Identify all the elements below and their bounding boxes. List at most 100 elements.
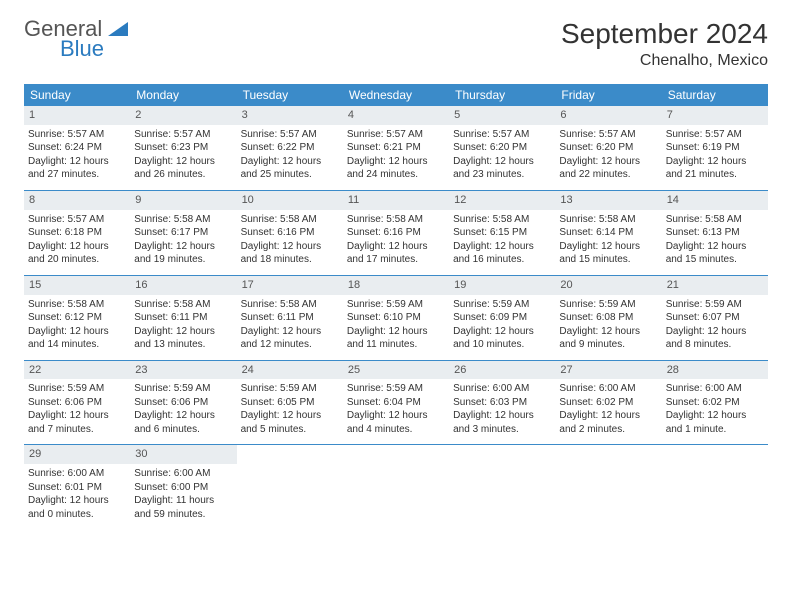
- daylight-line: Daylight: 12 hours and 11 minutes.: [347, 325, 445, 352]
- weekday-header: Tuesday: [237, 84, 343, 106]
- sunrise-line: Sunrise: 5:57 AM: [28, 213, 126, 227]
- day-number: 3: [237, 106, 343, 125]
- day-number: 25: [343, 361, 449, 380]
- weekday-header: Thursday: [449, 84, 555, 106]
- weekday-header: Friday: [555, 84, 661, 106]
- triangle-icon: [108, 20, 132, 43]
- day-number: 29: [24, 445, 130, 464]
- day-cell: 18 Sunrise: 5:59 AMSunset: 6:10 PMDayligh…: [343, 275, 449, 360]
- daylight-line: Daylight: 12 hours and 16 minutes.: [453, 240, 551, 267]
- sunset-line: Sunset: 6:14 PM: [559, 226, 657, 240]
- day-cell: [555, 445, 661, 529]
- sunrise-line: Sunrise: 5:58 AM: [241, 298, 339, 312]
- day-cell: [343, 445, 449, 529]
- calendar-body: 1Sunrise: 5:57 AMSunset: 6:24 PMDaylight…: [24, 106, 768, 529]
- day-cell: [449, 445, 555, 529]
- daylight-line: Daylight: 12 hours and 8 minutes.: [666, 325, 764, 352]
- day-number: 18: [343, 276, 449, 295]
- day-cell: 13Sunrise: 5:58 AMSunset: 6:14 PMDayligh…: [555, 190, 661, 275]
- sunrise-line: Sunrise: 5:58 AM: [28, 298, 126, 312]
- day-cell: 3Sunrise: 5:57 AMSunset: 6:22 PMDaylight…: [237, 106, 343, 190]
- day-cell: 28Sunrise: 6:00 AMSunset: 6:02 PMDayligh…: [662, 360, 768, 445]
- day-cell: 4Sunrise: 5:57 AMSunset: 6:21 PMDaylight…: [343, 106, 449, 190]
- sunset-line: Sunset: 6:02 PM: [666, 396, 764, 410]
- daylight-line: Daylight: 12 hours and 18 minutes.: [241, 240, 339, 267]
- sunrise-line: Sunrise: 5:58 AM: [134, 298, 232, 312]
- day-number: 13: [555, 191, 661, 210]
- day-cell: 15 Sunrise: 5:58 AMSunset: 6:12 PMDayligh…: [24, 275, 130, 360]
- location: Chenalho, Mexico: [561, 52, 768, 70]
- sunset-line: Sunset: 6:13 PM: [666, 226, 764, 240]
- daylight-line: Daylight: 12 hours and 10 minutes.: [453, 325, 551, 352]
- day-number: 16: [130, 276, 236, 295]
- weekday-header-row: SundayMondayTuesdayWednesdayThursdayFrid…: [24, 84, 768, 106]
- sunrise-line: Sunrise: 6:00 AM: [453, 382, 551, 396]
- sunset-line: Sunset: 6:01 PM: [28, 481, 126, 495]
- sunrise-line: Sunrise: 5:59 AM: [241, 382, 339, 396]
- sunset-line: Sunset: 6:20 PM: [453, 141, 551, 155]
- day-cell: 23Sunrise: 5:59 AMSunset: 6:06 PMDayligh…: [130, 360, 236, 445]
- day-number: 7: [662, 106, 768, 125]
- day-cell: 12Sunrise: 5:58 AMSunset: 6:15 PMDayligh…: [449, 190, 555, 275]
- weekday-header: Monday: [130, 84, 236, 106]
- sunset-line: Sunset: 6:18 PM: [28, 226, 126, 240]
- day-number: 1: [24, 106, 130, 125]
- day-number: 9: [130, 191, 236, 210]
- sunrise-line: Sunrise: 5:57 AM: [347, 128, 445, 142]
- day-number: 10: [237, 191, 343, 210]
- daylight-line: Daylight: 12 hours and 25 minutes.: [241, 155, 339, 182]
- sunrise-line: Sunrise: 5:59 AM: [347, 298, 445, 312]
- sunset-line: Sunset: 6:20 PM: [559, 141, 657, 155]
- sunrise-line: Sunrise: 5:59 AM: [453, 298, 551, 312]
- day-number: 5: [449, 106, 555, 125]
- daylight-line: Daylight: 12 hours and 23 minutes.: [453, 155, 551, 182]
- day-number: 23: [130, 361, 236, 380]
- sunset-line: Sunset: 6:10 PM: [347, 311, 445, 325]
- sunrise-line: Sunrise: 5:57 AM: [559, 128, 657, 142]
- sunrise-line: Sunrise: 6:00 AM: [134, 467, 232, 481]
- day-number: 4: [343, 106, 449, 125]
- day-cell: 20Sunrise: 5:59 AMSunset: 6:08 PMDayligh…: [555, 275, 661, 360]
- sunrise-line: Sunrise: 5:58 AM: [134, 213, 232, 227]
- daylight-line: Daylight: 11 hours and 59 minutes.: [134, 494, 232, 521]
- weekday-header: Wednesday: [343, 84, 449, 106]
- day-cell: 7Sunrise: 5:57 AMSunset: 6:19 PMDaylight…: [662, 106, 768, 190]
- day-number: 26: [449, 361, 555, 380]
- sunrise-line: Sunrise: 5:57 AM: [134, 128, 232, 142]
- day-cell: 16Sunrise: 5:58 AMSunset: 6:11 PMDayligh…: [130, 275, 236, 360]
- daylight-line: Daylight: 12 hours and 9 minutes.: [559, 325, 657, 352]
- day-cell: 1Sunrise: 5:57 AMSunset: 6:24 PMDaylight…: [24, 106, 130, 190]
- daylight-line: Daylight: 12 hours and 15 minutes.: [666, 240, 764, 267]
- logo: General Blue: [24, 18, 132, 60]
- daylight-line: Daylight: 12 hours and 4 minutes.: [347, 409, 445, 436]
- sunrise-line: Sunrise: 5:58 AM: [559, 213, 657, 227]
- sunrise-line: Sunrise: 6:00 AM: [559, 382, 657, 396]
- week-row: 15Sunrise: 5:58 AMSunset: 6:12 PMDayligh…: [24, 275, 768, 360]
- day-number: 11: [343, 191, 449, 210]
- sunset-line: Sunset: 6:15 PM: [453, 226, 551, 240]
- sunset-line: Sunset: 6:07 PM: [666, 311, 764, 325]
- sunset-line: Sunset: 6:04 PM: [347, 396, 445, 410]
- sunset-line: Sunset: 6:00 PM: [134, 481, 232, 495]
- sunrise-line: Sunrise: 5:57 AM: [453, 128, 551, 142]
- daylight-line: Daylight: 12 hours and 22 minutes.: [559, 155, 657, 182]
- day-cell: 21Sunrise: 5:59 AMSunset: 6:07 PMDayligh…: [662, 275, 768, 360]
- daylight-line: Daylight: 12 hours and 12 minutes.: [241, 325, 339, 352]
- day-number: 15: [24, 276, 130, 295]
- day-cell: 24Sunrise: 5:59 AMSunset: 6:05 PMDayligh…: [237, 360, 343, 445]
- sunrise-line: Sunrise: 5:57 AM: [28, 128, 126, 142]
- day-cell: 26Sunrise: 6:00 AMSunset: 6:03 PMDayligh…: [449, 360, 555, 445]
- day-number: 17: [237, 276, 343, 295]
- sunrise-line: Sunrise: 5:59 AM: [559, 298, 657, 312]
- daylight-line: Daylight: 12 hours and 17 minutes.: [347, 240, 445, 267]
- day-cell: 9Sunrise: 5:58 AMSunset: 6:17 PMDaylight…: [130, 190, 236, 275]
- daylight-line: Daylight: 12 hours and 14 minutes.: [28, 325, 126, 352]
- day-cell: 17Sunrise: 5:58 AMSunset: 6:11 PMDayligh…: [237, 275, 343, 360]
- sunset-line: Sunset: 6:24 PM: [28, 141, 126, 155]
- day-number: 21: [662, 276, 768, 295]
- sunset-line: Sunset: 6:09 PM: [453, 311, 551, 325]
- day-cell: 11Sunrise: 5:58 AMSunset: 6:16 PMDayligh…: [343, 190, 449, 275]
- daylight-line: Daylight: 12 hours and 13 minutes.: [134, 325, 232, 352]
- day-number: 6: [555, 106, 661, 125]
- sunset-line: Sunset: 6:12 PM: [28, 311, 126, 325]
